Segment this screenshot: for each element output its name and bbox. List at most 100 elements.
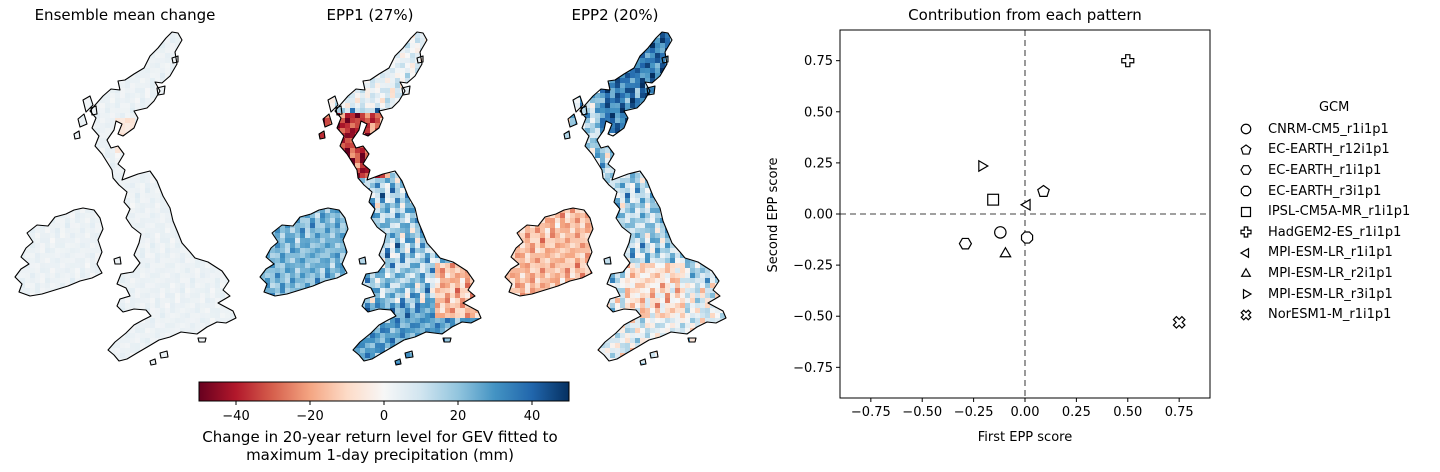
colorbar: −40 −20 0 20 40 [198,381,570,424]
colorbar-label: Change in 20-year return level for GEV f… [150,428,610,464]
island-outline [442,337,452,343]
x-tick-label: 0.75 [1165,405,1194,420]
y-axis-label: Second EPP score [766,158,781,273]
legend-item: EC-EARTH_r12i1p1 [1238,140,1410,161]
colorbar-label-line1: Change in 20-year return level for GEV f… [202,428,558,446]
x-axis-label: First EPP score [978,430,1072,445]
legend-label: EC-EARTH_r3i1p1 [1268,183,1382,199]
island-outline [661,55,669,64]
colorbar-tick-label: −40 [222,409,249,424]
island-outline [358,256,367,265]
legend-label: NorESM1-M_r1i1p1 [1268,307,1392,323]
island-outline [401,85,411,96]
island-outline [603,256,612,265]
legend-label: EC-EARTH_r12i1p1 [1268,142,1390,158]
ireland-outline [504,207,594,297]
island-outline [687,337,697,343]
island-outline [649,350,659,359]
island-outline [567,113,578,128]
island-outline [171,55,179,64]
legend-label: HadGEM2-ES_r1i1p1 [1268,224,1402,240]
island-outline [404,350,414,359]
map-epp2 [504,31,727,366]
legend-item: EC-EARTH_r1i1p1 [1238,160,1410,181]
point-ec-earth_r3i1p1 [1020,231,1034,244]
y-tick-label: −0.75 [793,361,833,376]
point-mpi-esm-lr_r3i1p1 [978,159,990,173]
y-tick-label: 0.00 [804,208,833,223]
legend-item: MPI-ESM-LR_r2i1p1 [1238,263,1410,284]
legend-label: MPI-ESM-LR_r1i1p1 [1268,245,1393,261]
island-outline [113,256,122,265]
island-outline [639,358,647,366]
point-noresm1-m_r1i1p1 [1172,315,1186,329]
legend-marker [1239,247,1250,259]
legend-marker [1240,206,1252,217]
point-hadgem2-es_r1i1p1 [1121,54,1135,68]
legend-item: HadGEM2-ES_r1i1p1 [1238,222,1410,243]
legend-item: MPI-ESM-LR_r1i1p1 [1238,243,1410,264]
legend-marker [1240,268,1252,278]
legend-marker [1240,165,1252,176]
legend-marker [1242,288,1253,300]
colorbar-tick-label: 40 [524,409,541,424]
island-outline [90,105,98,116]
map-title-epp2: EPP2 (20%) [571,6,659,24]
y-tick-label: 0.75 [804,54,833,69]
map-title-mean: Ensemble mean change [34,6,216,24]
colorbar-tick-label: 0 [380,409,388,424]
island-outline [327,95,339,113]
x-tick-label: −0.25 [954,405,994,420]
great-britain-outline [334,31,482,362]
legend-item: NorESM1-M_r1i1p1 [1238,304,1410,325]
colorbar-tick-label: −20 [296,409,323,424]
map-epp1 [259,31,482,366]
legend-label: MPI-ESM-LR_r3i1p1 [1268,286,1393,302]
island-outline [159,350,169,359]
legend-marker [1240,226,1252,238]
x-tick-label: 0.00 [1011,405,1040,420]
island-outline [394,358,402,366]
ireland-outline [259,207,349,297]
colorbar-gradient [198,381,570,402]
point-ec-earth_r12i1p1 [1037,184,1050,197]
legend-label: EC-EARTH_r1i1p1 [1268,162,1382,178]
island-outline [82,95,94,113]
scatter-title: Contribution from each pattern [908,6,1142,24]
island-outline [318,130,326,140]
island-outline [416,55,424,64]
legend-item: CNRM-CM5_r1i1p1 [1238,119,1410,140]
x-tick-label: 0.50 [1113,405,1142,420]
x-tick-label: −0.75 [851,405,891,420]
legend-marker [1240,309,1252,321]
legend-marker [1240,185,1252,197]
x-tick-label: 0.25 [1062,405,1091,420]
legend-item: IPSL-CM5A-MR_r1i1p1 [1238,201,1410,222]
colorbar-tick-label: 20 [450,409,467,424]
y-tick-label: −0.25 [793,259,833,274]
island-outline [563,130,571,140]
map-ensemble-mean [14,31,237,366]
island-outline [197,337,207,343]
legend: GCM CNRM-CM5_r1i1p1 EC-EARTH_r12i1p1 EC-EA… [1238,100,1410,325]
y-tick-label: −0.50 [793,310,833,325]
island-outline [580,105,588,116]
great-britain-outline [89,31,237,362]
island-outline [77,113,88,128]
island-outline [335,105,343,116]
ireland-outline [14,207,104,297]
point-ipsl-cm5a-mr_r1i1p1 [987,193,1000,206]
island-outline [73,130,81,140]
y-tick-label: 0.50 [804,105,833,120]
y-tick-label: 0.25 [804,156,833,171]
legend-title: GCM [1318,100,1350,115]
legend-item: MPI-ESM-LR_r3i1p1 [1238,284,1410,305]
point-mpi-esm-lr_r1i1p1 [1019,198,1031,212]
map-title-epp1: EPP1 (27%) [326,6,414,24]
colorbar-label-line2: maximum 1-day precipitation (mm) [246,446,514,464]
point-ec-earth_r1i1p1 [958,237,973,250]
legend-marker [1240,123,1252,135]
island-outline [572,95,584,113]
legend-item: EC-EARTH_r3i1p1 [1238,181,1410,202]
scatter-plot: −0.75 −0.50 −0.25 0.00 0.25 0.50 0.75 −0.75 −0.5… [766,29,1211,445]
